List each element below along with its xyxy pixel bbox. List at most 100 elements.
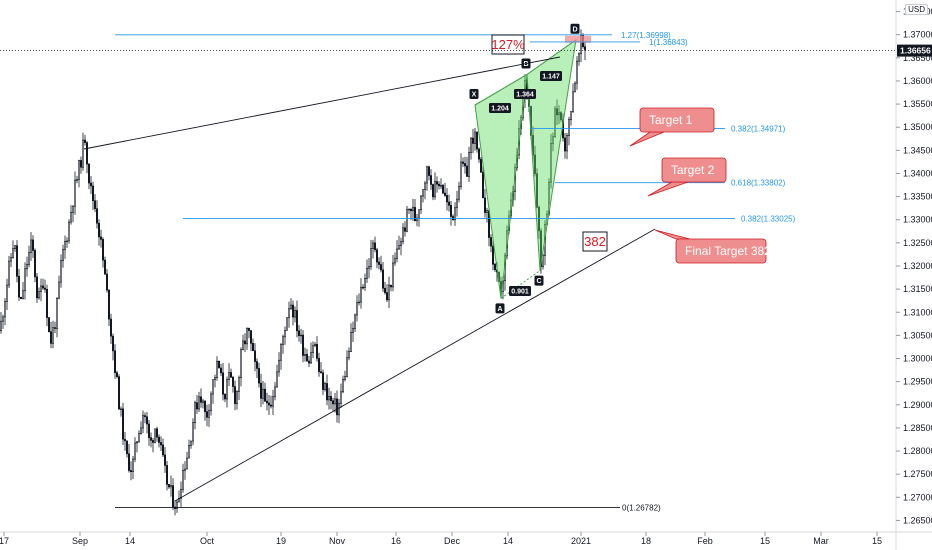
target-callouts: Target 1 Target 2 Final Target 382 127% 382 bbox=[491, 34, 771, 264]
candle-body bbox=[35, 276, 38, 299]
candle-body bbox=[214, 377, 217, 380]
candlesticks bbox=[0, 29, 586, 516]
candle-body bbox=[351, 328, 354, 333]
harmonic-pattern: X A B C D 1.204 1.364 1.147 0.901 bbox=[469, 23, 591, 314]
candle-body bbox=[319, 371, 322, 374]
candle-body bbox=[323, 383, 326, 390]
candle-body bbox=[120, 408, 123, 410]
x-tick-label: 19 bbox=[276, 536, 286, 546]
x-tick-label: Dec bbox=[444, 536, 461, 546]
currency-badge[interactable]: USD bbox=[905, 4, 928, 15]
candle-body bbox=[537, 206, 540, 232]
candle-body bbox=[541, 255, 544, 267]
candle-body bbox=[285, 317, 288, 331]
fib-level-label: 0.618(1.33802) bbox=[731, 179, 786, 188]
candle-body bbox=[315, 343, 318, 359]
candle-body bbox=[475, 131, 478, 150]
candle-body bbox=[557, 112, 560, 116]
candle-body bbox=[206, 411, 209, 418]
candle-body bbox=[122, 408, 125, 440]
candle-body bbox=[317, 358, 320, 372]
candle-body bbox=[188, 445, 191, 459]
candle-body bbox=[164, 454, 167, 466]
candle-body bbox=[194, 402, 197, 423]
fib-level-label: 1(1.36843) bbox=[649, 38, 688, 47]
candle-body bbox=[130, 470, 133, 473]
candle-body bbox=[299, 334, 302, 337]
candle-body bbox=[156, 428, 159, 438]
pattern-ratio-label: 1.364 bbox=[516, 92, 534, 99]
target-callout-label: Target 2 bbox=[671, 163, 715, 177]
callout-tail bbox=[647, 181, 689, 197]
fib-levels: 1.27(1.36998)1(1.36843) 0.382(1.34971) 0.6… bbox=[115, 31, 796, 512]
target-callout bbox=[675, 238, 767, 264]
candle-body bbox=[6, 284, 9, 302]
upper-trendline bbox=[83, 56, 561, 150]
candle-body bbox=[405, 209, 408, 232]
candle-body bbox=[86, 142, 89, 165]
candle-body bbox=[98, 222, 101, 238]
candle-body bbox=[246, 328, 249, 345]
candle-body bbox=[403, 227, 406, 232]
candle-body bbox=[419, 195, 422, 211]
pattern-ratio-badge bbox=[489, 103, 511, 113]
y-tick-label: 1.36000 bbox=[903, 76, 932, 86]
boxed-label-frame bbox=[491, 34, 525, 55]
candle-body bbox=[375, 249, 378, 263]
candle-body bbox=[399, 241, 402, 246]
candle-body bbox=[182, 470, 185, 490]
candle-body bbox=[37, 291, 40, 299]
candle-body bbox=[473, 131, 476, 144]
candle-body bbox=[132, 458, 135, 473]
candle-body bbox=[583, 46, 586, 51]
candle-body bbox=[263, 388, 266, 402]
candle-body bbox=[170, 485, 173, 488]
y-tick-label: 1.35000 bbox=[903, 122, 932, 132]
pattern-point-label: B bbox=[523, 61, 528, 68]
candle-body bbox=[283, 329, 286, 338]
candle-body bbox=[76, 179, 79, 181]
candle-body bbox=[391, 262, 394, 288]
candle-body bbox=[481, 171, 484, 199]
candle-body bbox=[15, 245, 18, 277]
candle-body bbox=[72, 205, 75, 213]
candle-body bbox=[100, 236, 103, 240]
candle-body bbox=[331, 400, 334, 405]
candle-body bbox=[176, 501, 179, 509]
candle-body bbox=[61, 249, 64, 261]
candle-body bbox=[321, 372, 324, 390]
candle-body bbox=[25, 264, 28, 270]
candle-body bbox=[289, 304, 292, 310]
pattern-prz-box bbox=[565, 35, 591, 43]
candle-body bbox=[277, 359, 280, 373]
candle-body bbox=[186, 457, 189, 470]
candle-body bbox=[160, 442, 163, 446]
candle-body bbox=[1, 316, 4, 322]
candle-body bbox=[439, 185, 442, 187]
candle-body bbox=[389, 284, 392, 288]
candle-body bbox=[240, 349, 243, 378]
candle-body bbox=[218, 360, 221, 369]
candle-body bbox=[327, 396, 330, 401]
candle-body bbox=[39, 285, 42, 292]
y-tick-label: 1.30500 bbox=[903, 330, 932, 340]
candle-body bbox=[333, 398, 336, 405]
candle-body bbox=[337, 402, 340, 416]
x-tick-label: Mar bbox=[813, 536, 829, 546]
candle-body bbox=[329, 396, 332, 401]
candle-body bbox=[78, 160, 81, 180]
pattern-point-label: C bbox=[536, 278, 541, 285]
candle-body bbox=[325, 383, 328, 401]
candle-body bbox=[220, 367, 223, 374]
candle-body bbox=[371, 242, 374, 249]
candle-body bbox=[423, 182, 426, 190]
candle-body bbox=[142, 415, 145, 429]
candle-body bbox=[180, 489, 183, 499]
candle-body bbox=[397, 245, 400, 250]
candle-body bbox=[357, 301, 360, 304]
candle-body bbox=[449, 205, 452, 217]
candle-body bbox=[228, 372, 231, 380]
candle-body bbox=[244, 340, 247, 345]
